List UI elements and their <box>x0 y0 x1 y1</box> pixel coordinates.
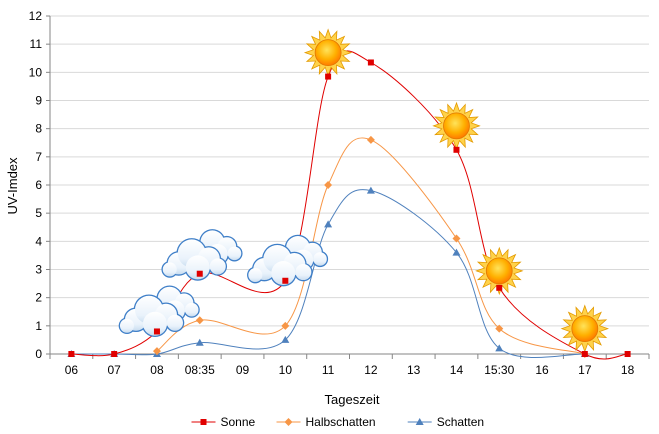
data-point <box>581 351 588 357</box>
sun-icon <box>475 246 524 296</box>
y-tick-label: 8 <box>35 122 42 136</box>
x-tick-label: 06 <box>65 363 79 377</box>
data-point <box>324 220 333 228</box>
legend: Sonne Halbschatten Schatten <box>191 415 484 429</box>
x-tick-label: 17 <box>578 363 592 377</box>
data-point <box>496 284 503 291</box>
cloud-icon <box>247 234 329 287</box>
data-point <box>453 146 460 153</box>
y-axis-title: UV-Imdex <box>5 157 20 215</box>
data-point <box>281 321 290 330</box>
series-line-halbschatten <box>156 137 585 355</box>
y-tick-label: 3 <box>35 263 42 277</box>
legend-label: Halbschatten <box>306 415 376 429</box>
legend-label: Schatten <box>437 415 484 429</box>
data-point <box>196 270 203 277</box>
y-tick-label: 12 <box>29 9 43 23</box>
data-point <box>325 73 332 80</box>
data-point <box>415 418 424 425</box>
sun-icon <box>432 101 481 151</box>
legend-item-schatten: Schatten <box>407 415 484 429</box>
data-point <box>367 59 374 66</box>
y-tick-label: 0 <box>35 347 42 361</box>
data-point <box>68 351 75 357</box>
sun-icon <box>303 28 353 77</box>
x-axis-title: Tageszeit <box>325 392 380 407</box>
series-markers <box>67 59 631 358</box>
y-tick-label: 10 <box>29 65 43 79</box>
x-tick-label: 08:35 <box>185 363 215 377</box>
weather-icons <box>118 28 609 353</box>
x-tick-label: 11 <box>322 363 335 377</box>
data-point <box>452 248 461 256</box>
x-tick-label: 12 <box>364 363 378 377</box>
x-tick-label: 16 <box>535 363 549 377</box>
y-tick-label: 1 <box>35 319 42 333</box>
x-tick-label: 09 <box>236 363 250 377</box>
data-point <box>495 324 504 333</box>
x-tick-label: 07 <box>107 363 121 377</box>
data-point <box>284 418 293 426</box>
legend-item-sonne: Sonne <box>191 415 256 429</box>
y-tick-label: 2 <box>35 291 42 305</box>
axes <box>46 15 650 359</box>
x-tick-label: 10 <box>279 363 293 377</box>
data-point <box>152 347 161 356</box>
grid-lines <box>50 15 649 327</box>
cloud-icon <box>118 285 200 338</box>
y-tick-label: 5 <box>35 206 42 220</box>
y-tick-label: 4 <box>35 234 42 248</box>
data-point <box>195 338 204 346</box>
data-point <box>111 351 118 357</box>
x-tick-label: 08 <box>150 363 164 377</box>
x-tick-label: 18 <box>621 363 635 377</box>
x-tick-label: 15:30 <box>484 363 514 377</box>
data-point <box>153 328 160 335</box>
x-tick-label: 13 <box>407 363 421 377</box>
legend-label: Sonne <box>221 415 256 429</box>
data-point <box>366 135 375 144</box>
x-tick-label: 14 <box>450 363 464 377</box>
data-point <box>195 316 204 325</box>
data-point <box>282 277 289 284</box>
y-tick-label: 7 <box>35 150 42 164</box>
data-point <box>324 181 333 189</box>
y-tick-label: 6 <box>35 178 42 192</box>
data-point <box>200 419 207 425</box>
sun-icon <box>560 304 609 353</box>
cloud-icon <box>161 229 243 281</box>
y-tick-label: 11 <box>30 37 43 51</box>
y-tick-label: 9 <box>35 94 42 108</box>
legend-item-halbschatten: Halbschatten <box>276 415 376 429</box>
data-point <box>452 234 461 243</box>
data-point <box>281 335 290 343</box>
data-point <box>366 186 375 194</box>
data-point <box>495 344 504 352</box>
data-point <box>624 351 631 357</box>
